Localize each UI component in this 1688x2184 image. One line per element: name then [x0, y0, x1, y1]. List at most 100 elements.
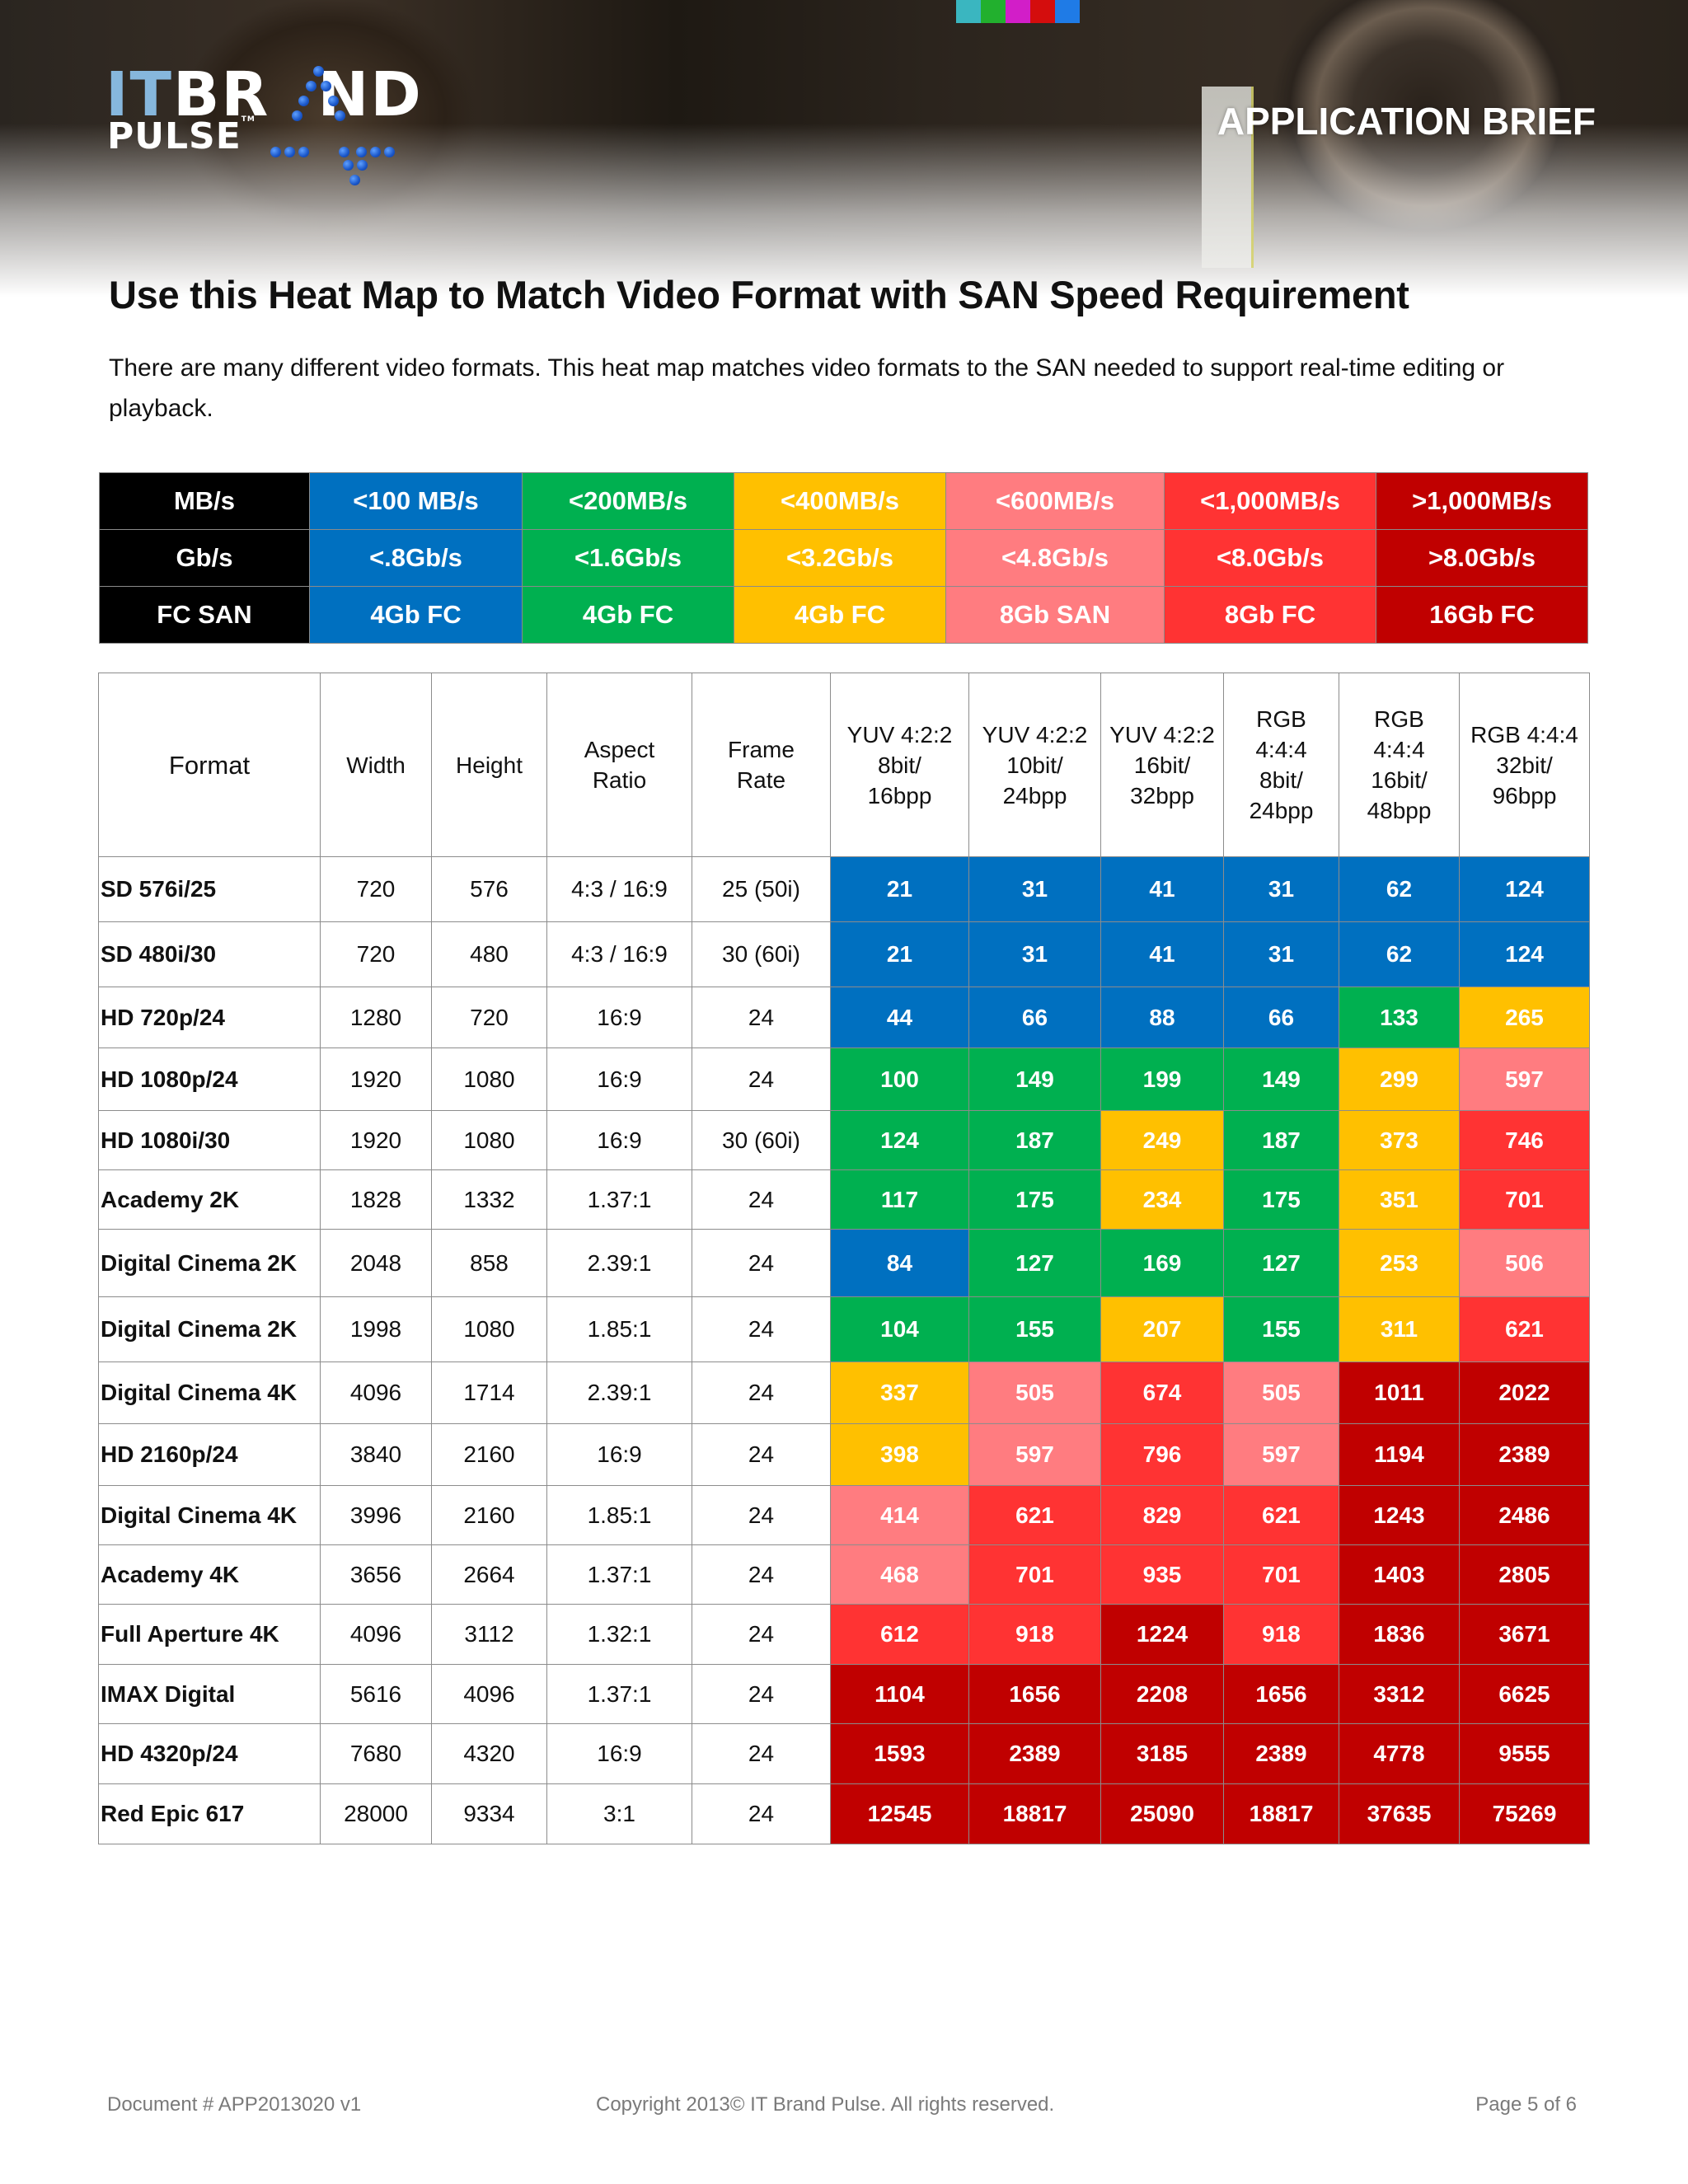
- logo-dot-icon: [306, 81, 316, 91]
- column-header-line: 16bit/: [1133, 752, 1191, 778]
- logo-dot-icon: [335, 110, 345, 121]
- height-cell: 2160: [431, 1485, 547, 1545]
- bandwidth-cell: 1656: [1223, 1664, 1339, 1724]
- bandwidth-cell: 155: [1223, 1296, 1339, 1362]
- bandwidth-cell: 62: [1339, 856, 1460, 922]
- format-cell: Digital Cinema 2K: [98, 1296, 321, 1362]
- height-cell: 1080: [431, 1110, 547, 1170]
- frame-rate-cell: 24: [692, 1169, 831, 1230]
- table-row: Red Epic 617 28000 9334 3:1 24 12545 18817 2509…: [98, 1783, 1590, 1844]
- bandwidth-cell: 21: [830, 921, 969, 987]
- table-row: Digital Cinema 2K 1998 1080 1.85:1 24 104 155 2…: [98, 1296, 1590, 1362]
- bandwidth-cell: 127: [968, 1229, 1101, 1297]
- bandwidth-cell: 66: [1223, 987, 1339, 1048]
- bandwidth-cell: 3671: [1459, 1604, 1590, 1665]
- format-cell: HD 1080i/30: [98, 1110, 321, 1170]
- header-banner: ITBR ND PULSETM APPLICATION BRIEF: [0, 0, 1688, 429]
- bandwidth-cell: 124: [1459, 921, 1590, 987]
- aspect-ratio-cell: 16:9: [546, 987, 692, 1048]
- column-header-line: Width: [346, 752, 406, 778]
- legend-cell: <200MB/s: [522, 472, 734, 530]
- logo-dot-icon: [298, 147, 309, 157]
- table-row: SD 480i/30 720 480 4:3 / 16:9 30 (60i) 21 31 41…: [98, 921, 1590, 987]
- height-cell: 4096: [431, 1664, 547, 1724]
- frame-rate-cell: 24: [692, 1361, 831, 1424]
- table-row: Digital Cinema 4K 3996 2160 1.85:1 24 414 621 8…: [98, 1485, 1590, 1545]
- bandwidth-cell: 234: [1100, 1169, 1224, 1230]
- bandwidth-cell: 187: [1223, 1110, 1339, 1170]
- column-header-line: 4:4:4: [1255, 737, 1307, 762]
- bandwidth-cell: 124: [1459, 856, 1590, 922]
- legend-cell: 4Gb FC: [309, 586, 523, 644]
- bandwidth-cell: 249: [1100, 1110, 1224, 1170]
- width-cell: 28000: [320, 1783, 432, 1844]
- test-bar-4: [1055, 0, 1080, 23]
- bandwidth-cell: 104: [830, 1296, 969, 1362]
- legend-cell: <.8Gb/s: [309, 529, 523, 587]
- column-header-line: 48bpp: [1367, 798, 1432, 823]
- table-row: Full Aperture 4K 4096 3112 1.32:1 24 612 918 12…: [98, 1604, 1590, 1665]
- column-header-line: Height: [456, 752, 523, 778]
- legend-row: Gb/s <.8Gb/s <1.6Gb/s <3.2Gb/s <4.8Gb/s <8.0G…: [99, 529, 1588, 587]
- frame-rate-cell: 24: [692, 1604, 831, 1665]
- logo-dot-icon: [284, 147, 295, 157]
- bandwidth-cell: 621: [1223, 1485, 1339, 1545]
- width-cell: 1280: [320, 987, 432, 1048]
- column-header: Format: [98, 673, 321, 857]
- aspect-ratio-cell: 16:9: [546, 1047, 692, 1111]
- bandwidth-cell: 829: [1100, 1485, 1224, 1545]
- page-title: Use this Heat Map to Match Video Format …: [109, 273, 1409, 316]
- bandwidth-cell: 2805: [1459, 1544, 1590, 1605]
- bandwidth-cell: 918: [968, 1604, 1101, 1665]
- bandwidth-cell: 127: [1223, 1229, 1339, 1297]
- height-cell: 4320: [431, 1723, 547, 1784]
- bandwidth-cell: 4778: [1339, 1723, 1460, 1784]
- bandwidth-cell: 701: [968, 1544, 1101, 1605]
- bandwidth-cell: 2022: [1459, 1361, 1590, 1424]
- bandwidth-cell: 100: [830, 1047, 969, 1111]
- bandwidth-cell: 2389: [1459, 1423, 1590, 1486]
- height-cell: 2664: [431, 1544, 547, 1605]
- column-header-line: Rate: [736, 767, 786, 793]
- width-cell: 3996: [320, 1485, 432, 1545]
- height-cell: 2160: [431, 1423, 547, 1486]
- column-header: RGB 4:4:4 8bit/24bpp: [1223, 673, 1339, 857]
- width-cell: 7680: [320, 1723, 432, 1784]
- bandwidth-cell: 6625: [1459, 1664, 1590, 1724]
- column-header-line: 4:4:4: [1373, 737, 1425, 762]
- bandwidth-cell: 597: [1223, 1423, 1339, 1486]
- bandwidth-cell: 187: [968, 1110, 1101, 1170]
- column-header-line: 8bit/: [878, 752, 921, 778]
- column-header-line: 24bpp: [1002, 782, 1067, 808]
- format-cell: IMAX Digital: [98, 1664, 321, 1724]
- logo-pulse: PULSETM: [107, 115, 256, 157]
- bandwidth-cell: 621: [1459, 1296, 1590, 1362]
- legend-cell: 16Gb FC: [1376, 586, 1588, 644]
- bandwidth-cell: 468: [830, 1544, 969, 1605]
- legend-cell: <1.6Gb/s: [522, 529, 734, 587]
- aspect-ratio-cell: 1.85:1: [546, 1485, 692, 1545]
- column-header-line: YUV 4:2:2: [846, 721, 953, 748]
- legend-cell: <1,000MB/s: [1164, 472, 1376, 530]
- height-cell: 1332: [431, 1169, 547, 1230]
- test-bar-1: [981, 0, 1006, 23]
- column-header-line: Frame: [728, 737, 795, 762]
- table-row: HD 4320p/24 7680 4320 16:9 24 1593 2389 3185 238…: [98, 1723, 1590, 1784]
- intro-paragraph: There are many different video formats. …: [109, 354, 1505, 422]
- width-cell: 1920: [320, 1047, 432, 1111]
- speed-legend-table: MB/s <100 MB/s <200MB/s <400MB/s <600MB/s <1,…: [99, 472, 1588, 644]
- it-brand-pulse-logo: ITBR ND PULSETM: [106, 64, 460, 185]
- bandwidth-cell: 18817: [1223, 1783, 1339, 1844]
- bandwidth-cell: 918: [1223, 1604, 1339, 1665]
- column-header-line: RGB: [1256, 706, 1306, 732]
- logo-dot-icon: [384, 147, 395, 157]
- bandwidth-cell: 2389: [968, 1723, 1101, 1784]
- bandwidth-cell: 1104: [830, 1664, 969, 1724]
- aspect-ratio-cell: 16:9: [546, 1423, 692, 1486]
- legend-cell: <8.0Gb/s: [1164, 529, 1376, 587]
- table-row: Academy 4K 3656 2664 1.37:1 24 468 701 935 701 14…: [98, 1544, 1590, 1605]
- legend-row-label: FC SAN: [99, 586, 310, 644]
- format-cell: Digital Cinema 4K: [98, 1361, 321, 1424]
- test-bar-3: [1030, 0, 1055, 23]
- legend-cell: <600MB/s: [945, 472, 1165, 530]
